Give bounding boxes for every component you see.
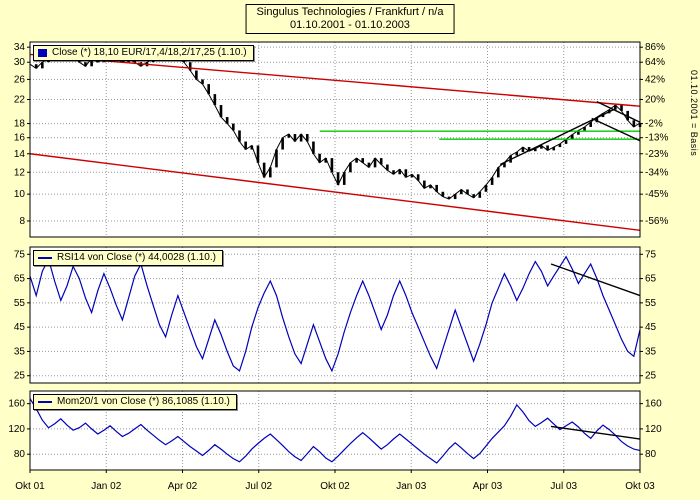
- svg-text:55: 55: [14, 298, 26, 309]
- svg-text:-13%: -13%: [645, 133, 668, 144]
- x-axis-label: Jul 02: [245, 481, 272, 492]
- x-axis-label: Apr 02: [168, 481, 198, 492]
- svg-text:45: 45: [14, 322, 26, 333]
- svg-text:25: 25: [14, 371, 26, 382]
- svg-text:26: 26: [14, 74, 26, 85]
- svg-text:80: 80: [14, 449, 26, 460]
- svg-text:8: 8: [19, 216, 25, 227]
- x-axis-label: Jul 03: [550, 481, 577, 492]
- rsi-legend-label: RSI14 von Close (*) 44,0028 (1.10.): [57, 252, 216, 263]
- svg-text:35: 35: [645, 346, 657, 357]
- price-series-marker-icon: [38, 49, 47, 57]
- svg-text:16: 16: [14, 133, 26, 144]
- rsi-legend[interactable]: RSI14 von Close (*) 44,0028 (1.10.): [33, 250, 223, 266]
- svg-text:45: 45: [645, 322, 657, 333]
- svg-text:20%: 20%: [645, 94, 665, 105]
- rsi-series: [29, 255, 641, 373]
- svg-text:-34%: -34%: [645, 167, 668, 178]
- svg-text:65: 65: [645, 274, 657, 285]
- svg-text:160: 160: [8, 399, 25, 410]
- svg-text:18: 18: [14, 119, 26, 130]
- price-legend-label: Close (*) 18,10 EUR/17,4/18,2/17,25 (1.1…: [52, 47, 247, 58]
- svg-text:-2%: -2%: [645, 119, 663, 130]
- mom-legend[interactable]: Mom20/1 von Close (*) 86,1085 (1.10.): [33, 394, 237, 410]
- mom-series-marker-icon: [38, 401, 52, 403]
- x-axis-label: Okt 02: [320, 481, 350, 492]
- svg-text:42%: 42%: [645, 74, 665, 85]
- svg-text:75: 75: [645, 249, 657, 260]
- svg-text:10: 10: [14, 189, 26, 200]
- x-axis-label: Jan 03: [396, 481, 426, 492]
- basis-note: 01.10.2001 = Basis: [689, 70, 699, 157]
- svg-text:34: 34: [14, 42, 26, 53]
- svg-text:75: 75: [14, 249, 26, 260]
- mom-series: [29, 398, 641, 464]
- chart-date-range: 01.10.2001 - 01.10.2003: [290, 19, 410, 31]
- x-axis-label: Jan 02: [91, 481, 121, 492]
- svg-text:55: 55: [645, 298, 657, 309]
- x-axis-label: Okt 01: [15, 481, 45, 492]
- svg-text:120: 120: [645, 424, 662, 435]
- svg-text:30: 30: [14, 57, 26, 68]
- svg-text:35: 35: [14, 346, 26, 357]
- svg-text:14: 14: [14, 149, 26, 160]
- svg-text:86%: 86%: [645, 42, 665, 53]
- svg-text:12: 12: [14, 167, 26, 178]
- chart-title-box: Singulus Technologies / Frankfurt / n/a …: [245, 4, 455, 34]
- chart-title: Singulus Technologies / Frankfurt / n/a: [256, 6, 444, 18]
- svg-text:-45%: -45%: [645, 189, 668, 200]
- svg-text:120: 120: [8, 424, 25, 435]
- svg-text:25: 25: [645, 371, 657, 382]
- svg-text:64%: 64%: [645, 57, 665, 68]
- svg-text:-56%: -56%: [645, 216, 668, 227]
- rsi-series-marker-icon: [38, 257, 52, 259]
- svg-text:160: 160: [645, 399, 662, 410]
- x-axis-label: Okt 03: [625, 481, 655, 492]
- svg-text:80: 80: [645, 449, 657, 460]
- svg-text:65: 65: [14, 274, 26, 285]
- x-axis-label: Apr 03: [473, 481, 503, 492]
- price-legend[interactable]: Close (*) 18,10 EUR/17,4/18,2/17,25 (1.1…: [33, 45, 254, 61]
- mom-legend-label: Mom20/1 von Close (*) 86,1085 (1.10.): [57, 396, 230, 407]
- svg-text:-23%: -23%: [645, 149, 668, 160]
- svg-text:22: 22: [14, 94, 26, 105]
